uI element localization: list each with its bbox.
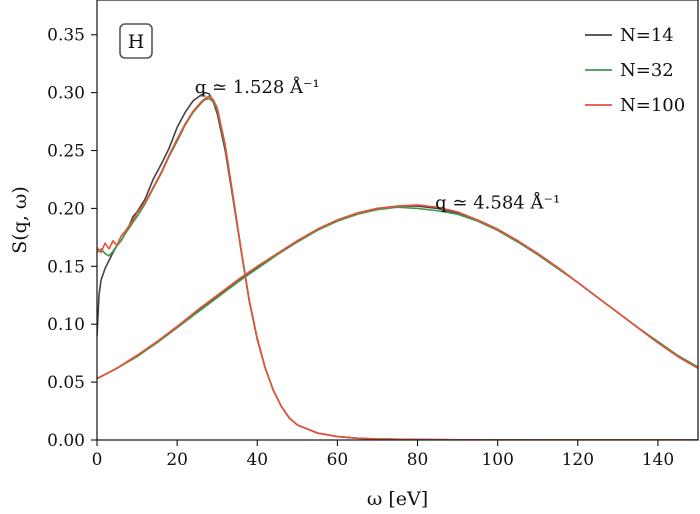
x-tick-label: 40 [246,450,268,470]
series-line-q2-n32 [97,206,698,380]
annotation-q-low: q ≃ 1.528 Å⁻¹ [195,76,320,98]
y-tick-label: 0.25 [47,142,85,162]
y-tick-label: 0.05 [47,373,85,393]
x-tick-label: 80 [407,450,429,470]
panel-label-text: H [128,31,145,53]
plot-frame [96,0,699,441]
x-tick-label: 60 [327,450,349,470]
y-tick-label: 0.00 [47,431,85,451]
series-line-q1-n100 [97,95,698,440]
x-tick-label: 20 [166,450,188,470]
y-tick-label: 0.15 [47,257,85,277]
x-tick-label: 120 [562,450,594,470]
x-tick-label: 100 [481,450,513,470]
series-layer [97,91,698,440]
y-tick-label: 0.30 [47,84,85,104]
panel-label: H [119,23,153,59]
legend: N=14 N=32 N=100 [585,25,685,116]
x-tick-label: 140 [642,450,674,470]
series-line-q2-n100 [97,204,698,380]
legend-label-n100: N=100 [620,95,685,116]
series-line-q1-n14 [97,91,698,440]
ticks-layer: 0 20 40 60 80 100 120 140 0.00 0.05 0.10 0.15 0.20 0.… [47,26,674,470]
x-tick-label: 0 [92,450,103,470]
y-axis-label: S(q, ω) [9,186,31,254]
panel-label-box [119,23,153,59]
y-tick-label: 0.20 [47,199,85,219]
legend-label-n32: N=32 [620,60,674,81]
series-line-q1-n32 [97,97,698,440]
series-line-q2-n14 [97,205,698,380]
legend-label-n14: N=14 [620,25,674,46]
x-axis-label: ω [eV] [367,488,428,510]
y-tick-label: 0.35 [47,26,85,46]
annotation-q-high: q ≃ 4.584 Å⁻¹ [435,192,560,214]
y-tick-label: 0.10 [47,315,85,335]
